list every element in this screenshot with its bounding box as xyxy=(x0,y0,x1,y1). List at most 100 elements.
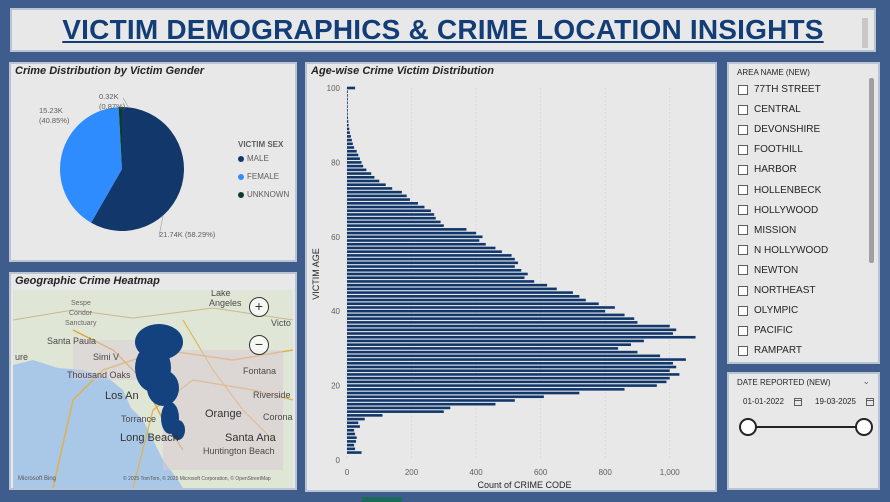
age-bar-89[interactable] xyxy=(347,127,350,131)
age-bar-92[interactable] xyxy=(347,116,348,120)
age-bar-80[interactable] xyxy=(347,161,362,164)
age-bar-65[interactable] xyxy=(347,216,436,220)
age-bar-90[interactable] xyxy=(347,123,349,127)
area-checkbox[interactable] xyxy=(738,285,748,296)
age-bar-7[interactable] xyxy=(347,432,356,436)
age-bar-2[interactable] xyxy=(347,451,362,454)
date-slider-track[interactable] xyxy=(748,426,866,428)
age-bar-76[interactable] xyxy=(347,175,375,179)
legend-male[interactable]: MALE xyxy=(238,154,269,163)
age-bar-94[interactable] xyxy=(347,109,348,112)
age-bar-82[interactable] xyxy=(347,153,359,157)
age-bar-75[interactable] xyxy=(347,179,380,183)
age-bar-14[interactable] xyxy=(347,406,451,410)
age-bar-85[interactable] xyxy=(347,142,353,146)
age-bar-50[interactable] xyxy=(347,272,528,276)
age-bar-5[interactable] xyxy=(347,440,357,443)
map-canvas[interactable]: Lake Angeles Sespe Condor Sanctuary Sant… xyxy=(13,290,293,488)
age-bar-11[interactable] xyxy=(347,417,365,421)
age-bar-25[interactable] xyxy=(347,365,677,369)
age-bar-69[interactable] xyxy=(347,202,418,205)
pie-slice-male[interactable] xyxy=(91,107,185,232)
age-bar-70[interactable] xyxy=(347,198,410,201)
age-bar-46[interactable] xyxy=(347,287,557,291)
age-bar-24[interactable] xyxy=(347,369,670,373)
start-date-field[interactable]: 01-01-2022 xyxy=(743,397,802,406)
age-bar-53[interactable] xyxy=(347,261,519,265)
age-bar-21[interactable] xyxy=(347,380,667,384)
age-bar-88[interactable] xyxy=(347,131,350,134)
age-bar-87[interactable] xyxy=(347,135,351,138)
area-item-newton[interactable]: NEWTON xyxy=(738,265,798,276)
area-scrollbar[interactable] xyxy=(869,78,874,263)
age-bar-29[interactable] xyxy=(347,350,638,354)
age-bar-99[interactable] xyxy=(347,90,348,94)
zoom-out-button[interactable]: − xyxy=(249,335,269,355)
area-item-hollywood[interactable]: HOLLYWOOD xyxy=(738,205,818,216)
end-date-field[interactable]: 19-03-2025 xyxy=(815,397,874,406)
age-bar-56[interactable] xyxy=(347,250,502,253)
age-bar-83[interactable] xyxy=(347,149,357,153)
age-bar-100[interactable] xyxy=(347,86,356,90)
age-bar-27[interactable] xyxy=(347,358,686,361)
age-bar-67[interactable] xyxy=(347,209,431,213)
age-bar-42[interactable] xyxy=(347,302,599,306)
age-bar-54[interactable] xyxy=(347,257,515,261)
age-bar-51[interactable] xyxy=(347,268,522,272)
age-bar-34[interactable] xyxy=(347,332,673,335)
age-bar-62[interactable] xyxy=(347,228,467,231)
age-bar-60[interactable] xyxy=(347,235,483,239)
age-bar-98[interactable] xyxy=(347,94,348,97)
age-bar-74[interactable] xyxy=(347,183,386,187)
age-bar-26[interactable] xyxy=(347,361,673,365)
age-bar-28[interactable] xyxy=(347,354,661,358)
age-bar-48[interactable] xyxy=(347,280,535,283)
age-bar-35[interactable] xyxy=(347,328,677,332)
area-checkbox[interactable] xyxy=(738,325,748,336)
age-bar-12[interactable] xyxy=(347,414,383,417)
age-bar-37[interactable] xyxy=(347,321,638,324)
area-checkbox[interactable] xyxy=(738,144,748,155)
area-item-n-hollywood[interactable]: N HOLLYWOOD xyxy=(738,245,828,256)
age-bar-93[interactable] xyxy=(347,112,348,116)
age-bar-63[interactable] xyxy=(347,224,444,227)
age-bar-9[interactable] xyxy=(347,425,360,428)
area-checkbox[interactable] xyxy=(738,305,748,316)
age-bar-16[interactable] xyxy=(347,399,515,402)
area-item-central[interactable]: CENTRAL xyxy=(738,104,801,115)
area-checkbox[interactable] xyxy=(738,104,748,115)
age-bar-19[interactable] xyxy=(347,388,625,391)
area-item-olympic[interactable]: OLYMPIC xyxy=(738,305,798,316)
age-bar-31[interactable] xyxy=(347,343,631,346)
age-bar-52[interactable] xyxy=(347,265,515,268)
age-bar-66[interactable] xyxy=(347,213,435,216)
age-bar-3[interactable] xyxy=(347,447,356,451)
pie-slice-unknown[interactable] xyxy=(118,107,122,169)
age-bar-58[interactable] xyxy=(347,242,486,246)
age-bar-79[interactable] xyxy=(347,164,364,168)
date-slider-start-handle[interactable] xyxy=(739,418,757,436)
area-checkbox[interactable] xyxy=(738,345,748,356)
zoom-in-button[interactable]: + xyxy=(249,297,269,317)
calendar-icon[interactable] xyxy=(865,397,874,406)
age-bar-71[interactable] xyxy=(347,194,407,198)
area-checkbox[interactable] xyxy=(738,84,748,95)
legend-female[interactable]: FEMALE xyxy=(238,172,279,181)
area-item-rampart[interactable]: RAMPART xyxy=(738,345,802,356)
age-bar-47[interactable] xyxy=(347,283,548,287)
area-checkbox[interactable] xyxy=(738,245,748,256)
age-bar-86[interactable] xyxy=(347,138,352,142)
title-scrollbar[interactable] xyxy=(862,18,868,48)
age-bar-44[interactable] xyxy=(347,295,580,298)
age-bar-40[interactable] xyxy=(347,309,606,313)
age-bar-45[interactable] xyxy=(347,291,573,294)
chevron-down-icon[interactable]: ⌄ xyxy=(862,376,870,386)
age-bar-64[interactable] xyxy=(347,220,441,224)
age-bar-36[interactable] xyxy=(347,324,670,328)
area-item-devonshire[interactable]: DEVONSHIRE xyxy=(738,124,820,135)
pie-slice-female[interactable] xyxy=(60,107,122,223)
area-item-mission[interactable]: MISSION xyxy=(738,225,796,236)
age-bar-84[interactable] xyxy=(347,146,355,149)
age-bar-68[interactable] xyxy=(347,205,425,209)
age-bar-30[interactable] xyxy=(347,347,619,350)
